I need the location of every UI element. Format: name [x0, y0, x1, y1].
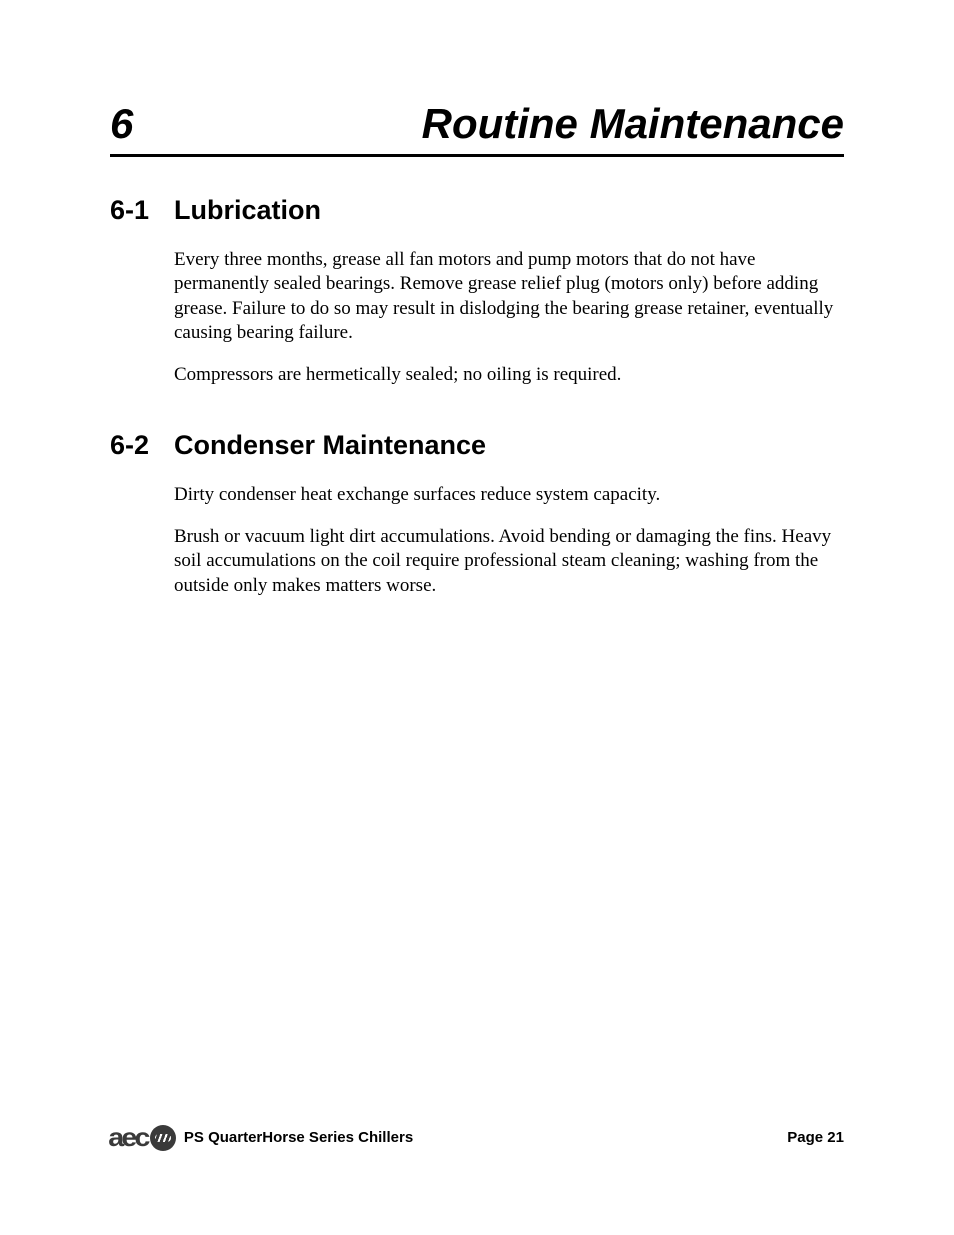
chapter-number: 6: [110, 100, 133, 148]
paragraph: Every three months, grease all fan motor…: [174, 248, 844, 345]
footer-page-number: Page 21: [787, 1129, 844, 1146]
chapter-header: 6 Routine Maintenance: [110, 100, 844, 157]
section-6-1: 6-1 Lubrication Every three months, grea…: [110, 195, 844, 388]
brand-logo: aec: [110, 1122, 176, 1153]
footer-doc-title: PS QuarterHorse Series Chillers: [184, 1129, 413, 1146]
section-heading: 6-2 Condenser Maintenance: [110, 430, 844, 461]
section-body: Every three months, grease all fan motor…: [174, 248, 844, 388]
footer-left: aec PS QuarterHorse Series Chillers: [110, 1122, 413, 1153]
section-title: Condenser Maintenance: [174, 430, 486, 461]
logo-text-icon: aec: [108, 1122, 147, 1153]
page-footer: aec PS QuarterHorse Series Chillers Page…: [110, 1122, 844, 1153]
section-heading: 6-1 Lubrication: [110, 195, 844, 226]
paragraph: Compressors are hermetically sealed; no …: [174, 363, 844, 387]
section-title: Lubrication: [174, 195, 321, 226]
section-number: 6-1: [110, 195, 174, 226]
section-6-2: 6-2 Condenser Maintenance Dirty condense…: [110, 430, 844, 598]
paragraph: Dirty condenser heat exchange surfaces r…: [174, 483, 844, 507]
logo-mark-icon: [150, 1125, 176, 1151]
chapter-title: Routine Maintenance: [422, 100, 844, 148]
section-body: Dirty condenser heat exchange surfaces r…: [174, 483, 844, 598]
document-page: 6 Routine Maintenance 6-1 Lubrication Ev…: [0, 0, 954, 1235]
section-number: 6-2: [110, 430, 174, 461]
paragraph: Brush or vacuum light dirt accumulations…: [174, 525, 844, 598]
